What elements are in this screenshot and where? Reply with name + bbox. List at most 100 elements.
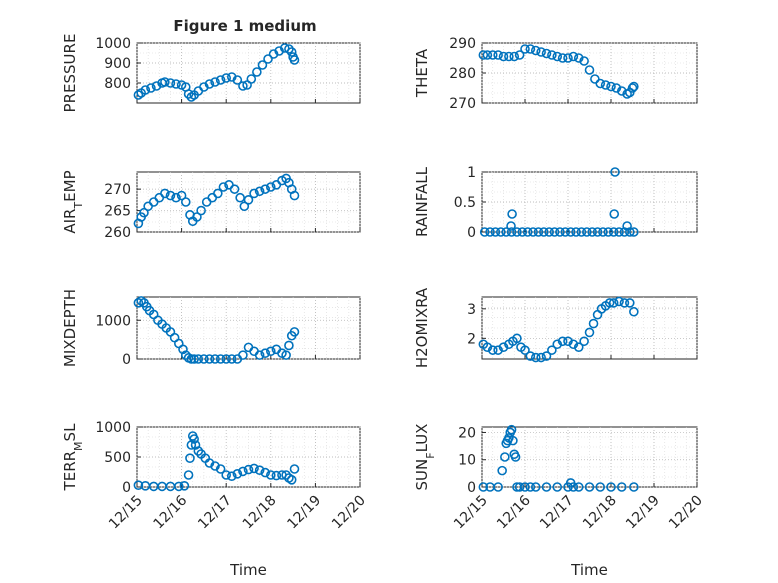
data-point [254,350,265,360]
data-point [215,354,226,364]
data-point [221,354,231,364]
y-tick-label: 270 [104,182,131,198]
y-axis-label: RAINFALL [413,166,431,237]
subplot-terr-msl: 0 500 1000 TERRMSL 12/15 12/16 12/17 12/18 12/19… [61,420,369,579]
data-point [541,48,552,59]
data-point [243,195,254,205]
data-point [507,209,517,219]
data-point [541,482,552,492]
data-point [252,67,262,77]
data-point [539,227,549,237]
data-point [487,50,498,60]
data-point [520,345,530,355]
data-point [186,354,197,364]
data-point [595,482,606,492]
data-point [226,471,237,482]
data-point [192,212,202,222]
y-tick-label: 800 [104,76,131,92]
y-tick-label: 20 [458,425,476,441]
data-point [165,78,176,88]
x-tick-label: 12/19 [623,493,663,533]
data-point [496,227,506,237]
data-point [520,482,530,492]
data-point [140,85,151,95]
data-point [598,227,608,237]
data-point [232,468,243,479]
data-point [239,201,250,212]
y-tick-label: 900 [104,56,131,72]
data-point [528,227,538,237]
data-point [555,227,565,237]
data-point [286,474,297,485]
data-point [176,190,187,201]
data-point [229,184,240,194]
data-point [576,227,587,237]
data-point [180,197,191,207]
data-point [146,83,156,93]
data-point [289,464,300,474]
data-point [160,77,170,87]
x-tick-label: 12/16 [151,492,191,532]
data-point [487,345,498,355]
data-point [582,227,592,237]
data-point [512,227,522,237]
data-point [286,47,297,57]
data-point [587,227,597,237]
data-point [179,480,190,491]
y-tick-label: 1000 [95,313,131,329]
data-point [584,327,595,338]
data-point [595,78,606,89]
data-point [568,482,579,492]
y-tick-label: 0 [122,352,131,368]
subplot-pressure: 800 900 1000 PRESSURE [61,34,361,113]
data-point [221,73,231,83]
y-tick-label: 0 [467,225,476,241]
x-tick-label: 12/18 [580,493,620,533]
data-point [588,318,599,329]
y-axis-label: PRESSURE [61,34,79,113]
data-point [289,327,300,337]
data-point [271,470,282,481]
data-point [608,298,619,308]
data-point [490,227,501,237]
data-point [560,227,571,237]
subplot-air-temp: 260 265 270 AIRTEMP [61,170,361,241]
data-point [178,344,188,355]
y-tick-label: 500 [104,450,131,466]
data-point [218,182,229,192]
data-point [215,75,226,85]
data-point [629,306,639,317]
y-tick-label: 10 [458,453,476,469]
x-tick-label: 12/17 [195,493,235,533]
data-point [541,351,552,361]
data-point [552,51,563,62]
data-point [235,192,245,203]
data-point [183,89,194,99]
data-point [573,482,584,492]
data-point [289,190,300,201]
data-point [279,43,290,53]
data-point [210,354,220,364]
data-point [497,465,507,476]
data-point [263,54,273,64]
data-point [478,50,489,60]
data-point [629,227,639,237]
data-point [603,227,614,237]
data-point [525,482,536,492]
x-tick-label: 12/15 [451,493,491,533]
data-point [482,342,493,352]
data-point [525,351,536,361]
y-tick-label: 2 [467,331,476,347]
data-point [604,298,615,308]
y-tick-label: 1000 [95,420,131,436]
data-point [579,56,589,66]
data-point [610,167,620,177]
data-point [171,192,181,203]
data-point [629,81,639,92]
data-point [500,452,510,462]
data-point [530,482,541,492]
data-point [281,470,291,480]
y-tick-label: 280 [449,66,476,82]
subplot-h2omixra: 2 3 H2OMIXRA [413,287,698,368]
